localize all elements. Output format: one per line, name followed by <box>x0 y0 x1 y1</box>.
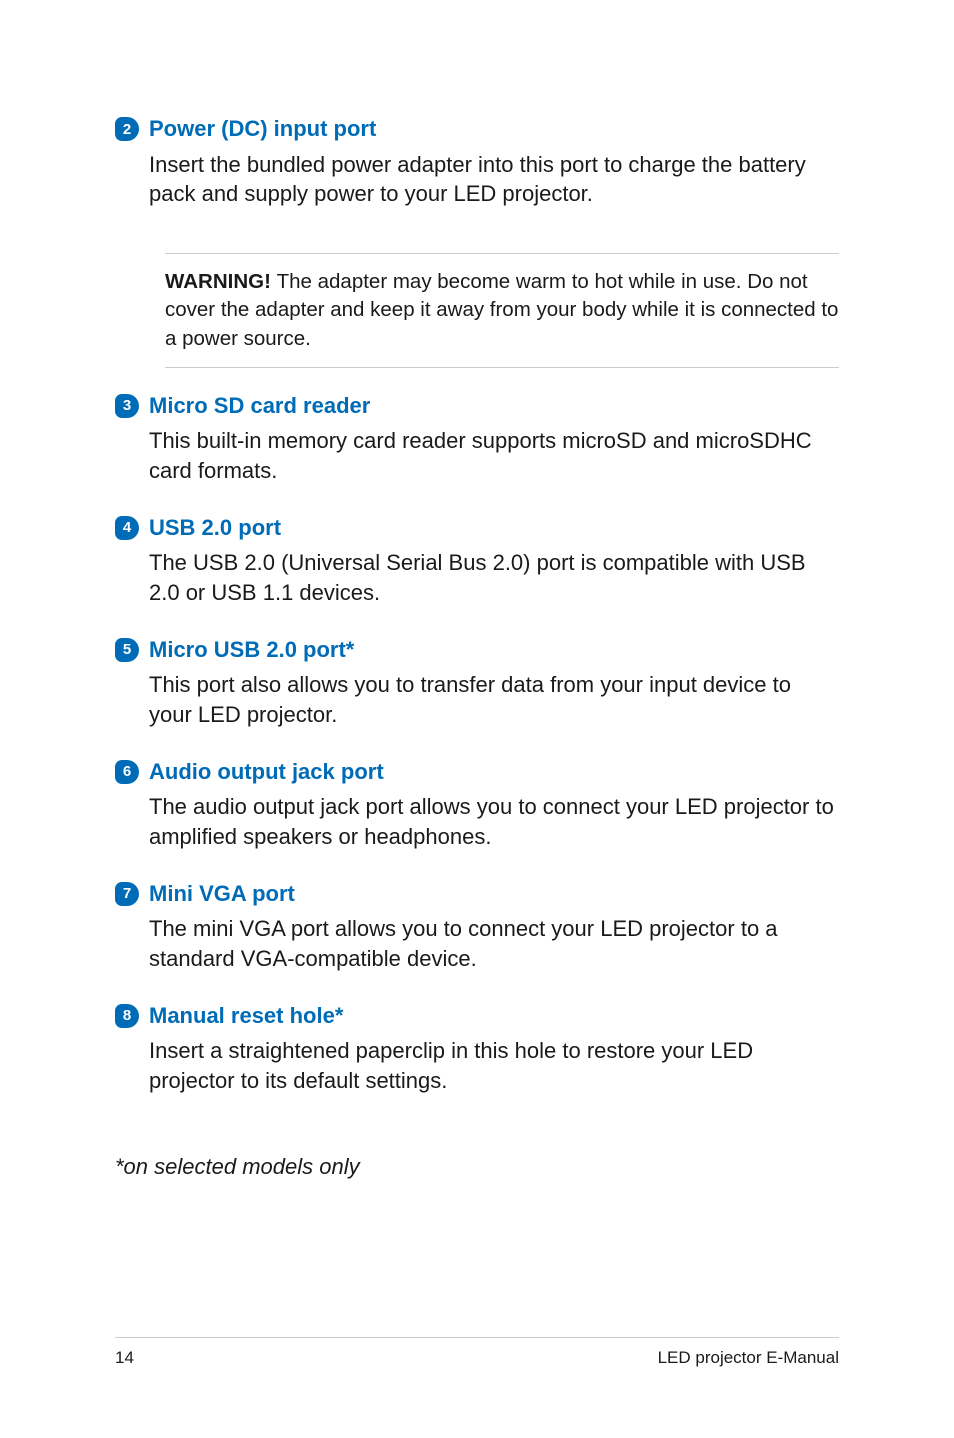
item-content: Power (DC) input port Insert the bundled… <box>149 115 839 229</box>
item-heading: Micro SD card reader <box>149 392 839 421</box>
item-4: 4 USB 2.0 port The USB 2.0 (Universal Se… <box>115 514 839 628</box>
item-heading: Power (DC) input port <box>149 115 839 144</box>
item-3: 3 Micro SD card reader This built-in mem… <box>115 392 839 506</box>
number-badge: 6 <box>115 760 139 784</box>
item-8: 8 Manual reset hole* Insert a straighten… <box>115 1002 839 1116</box>
item-heading: Manual reset hole* <box>149 1002 839 1031</box>
page-footer: 14 LED projector E-Manual <box>115 1337 839 1368</box>
number-badge: 2 <box>115 117 139 141</box>
item-body: This port also allows you to transfer da… <box>149 670 839 729</box>
item-heading: Mini VGA port <box>149 880 839 909</box>
item-5: 5 Micro USB 2.0 port* This port also all… <box>115 636 839 750</box>
item-6: 6 Audio output jack port The audio outpu… <box>115 758 839 872</box>
item-body: The mini VGA port allows you to connect … <box>149 914 839 973</box>
number-badge: 5 <box>115 638 139 662</box>
item-body: This built-in memory card reader support… <box>149 426 839 485</box>
document-title: LED projector E-Manual <box>658 1348 839 1368</box>
item-body: Insert the bundled power adapter into th… <box>149 150 839 209</box>
item-content: Micro SD card reader This built-in memor… <box>149 392 839 506</box>
item-content: USB 2.0 port The USB 2.0 (Universal Seri… <box>149 514 839 628</box>
number-badge: 4 <box>115 516 139 540</box>
item-body: The USB 2.0 (Universal Serial Bus 2.0) p… <box>149 548 839 607</box>
warning-box: WARNING! The adapter may become warm to … <box>165 253 839 368</box>
item-content: Audio output jack port The audio output … <box>149 758 839 872</box>
items-list: 2 Power (DC) input port Insert the bundl… <box>115 115 839 1116</box>
item-heading: Audio output jack port <box>149 758 839 787</box>
number-badge: 7 <box>115 882 139 906</box>
item-heading: USB 2.0 port <box>149 514 839 543</box>
number-badge: 3 <box>115 394 139 418</box>
item-body: The audio output jack port allows you to… <box>149 792 839 851</box>
item-body: Insert a straightened paperclip in this … <box>149 1036 839 1095</box>
item-content: Mini VGA port The mini VGA port allows y… <box>149 880 839 994</box>
item-content: Manual reset hole* Insert a straightened… <box>149 1002 839 1116</box>
footnote: *on selected models only <box>115 1154 839 1180</box>
item-7: 7 Mini VGA port The mini VGA port allows… <box>115 880 839 994</box>
warning-label: WARNING! <box>165 270 277 293</box>
page-number: 14 <box>115 1348 134 1368</box>
item-content: Micro USB 2.0 port* This port also allow… <box>149 636 839 750</box>
item-heading: Micro USB 2.0 port* <box>149 636 839 665</box>
number-badge: 8 <box>115 1004 139 1028</box>
item-2: 2 Power (DC) input port Insert the bundl… <box>115 115 839 229</box>
